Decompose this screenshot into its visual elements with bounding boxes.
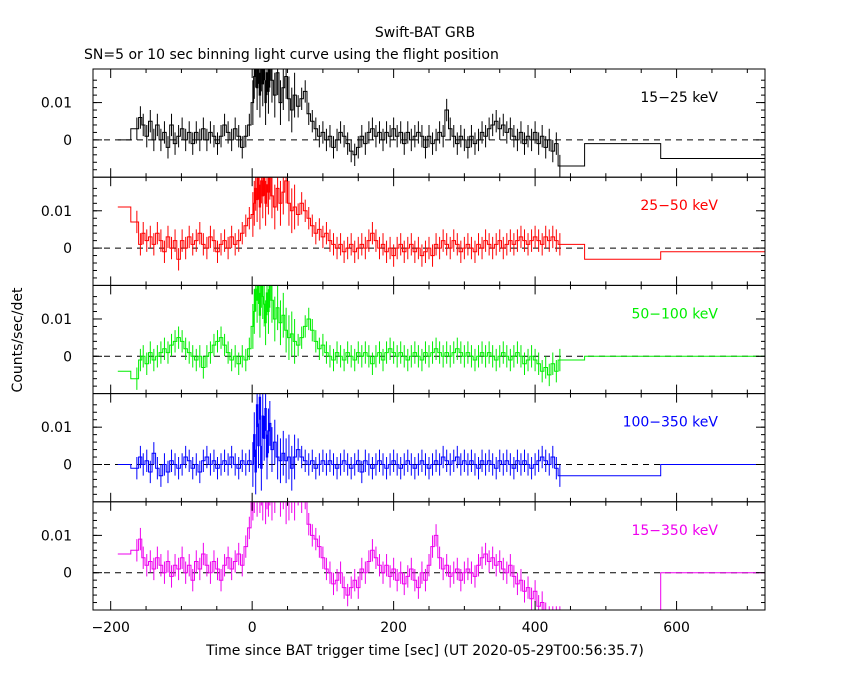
y-tick-label: 0 xyxy=(63,241,72,257)
panel-5: 0 0.01 15−350 keV xyxy=(41,501,766,611)
y-tick-label: 0.01 xyxy=(41,420,72,436)
band-label: 25−50 keV xyxy=(640,198,718,214)
series-1 xyxy=(117,69,765,178)
y-tick-label: 0 xyxy=(63,133,72,149)
band-label: 15−25 keV xyxy=(640,90,718,106)
light-curve-line xyxy=(117,501,765,610)
light-curve-line xyxy=(117,69,765,167)
series-3 xyxy=(117,285,765,390)
light-curve-line xyxy=(117,396,765,477)
light-curve-line xyxy=(117,285,765,380)
panel-frame xyxy=(92,176,766,286)
panel-1: 0 0.01 15−25 keV xyxy=(41,68,766,178)
x-tick-label: 400 xyxy=(522,620,549,636)
series-2 xyxy=(117,177,765,271)
y-axis-label: Counts/sec/det xyxy=(10,287,26,392)
panel-3: 0 0.01 50−100 keV xyxy=(41,284,766,395)
x-axis: −200 0 200 400 600 xyxy=(91,620,689,636)
panel-frame xyxy=(92,284,766,395)
y-tick-label: 0.01 xyxy=(41,528,72,544)
x-axis-label: Time since BAT trigger time [sec] (UT 20… xyxy=(205,643,644,659)
band-label: 100−350 keV xyxy=(623,415,719,431)
y-tick-label: 0 xyxy=(63,566,72,582)
panel-frame xyxy=(92,393,766,503)
y-tick-label: 0 xyxy=(63,457,72,473)
x-tick-label: −200 xyxy=(91,620,129,636)
chart-subtitle: SN=5 or 10 sec binning light curve using… xyxy=(84,47,499,63)
x-tick-label: 0 xyxy=(248,620,257,636)
x-tick-label: 600 xyxy=(663,620,690,636)
y-tick-label: 0.01 xyxy=(41,204,72,220)
y-tick-label: 0.01 xyxy=(41,312,72,328)
series-4 xyxy=(117,393,765,495)
panel-frame xyxy=(92,68,766,178)
panels-group: 0 0.01 15−25 keV 0 0.01 25−50 keV 0 0.01 50−100 … xyxy=(41,68,766,611)
y-tick-label: 0.01 xyxy=(41,96,72,112)
panel-4: 0 0.01 100−350 keV xyxy=(41,393,766,503)
panel-2: 0 0.01 25−50 keV xyxy=(41,176,766,286)
series-5 xyxy=(117,501,765,610)
band-label: 15−350 keV xyxy=(631,523,718,539)
y-tick-label: 0 xyxy=(63,349,72,365)
band-label: 50−100 keV xyxy=(631,306,718,322)
light-curve-line xyxy=(117,177,765,260)
chart-title: Swift-BAT GRB xyxy=(375,25,475,41)
x-tick-label: 200 xyxy=(380,620,407,636)
